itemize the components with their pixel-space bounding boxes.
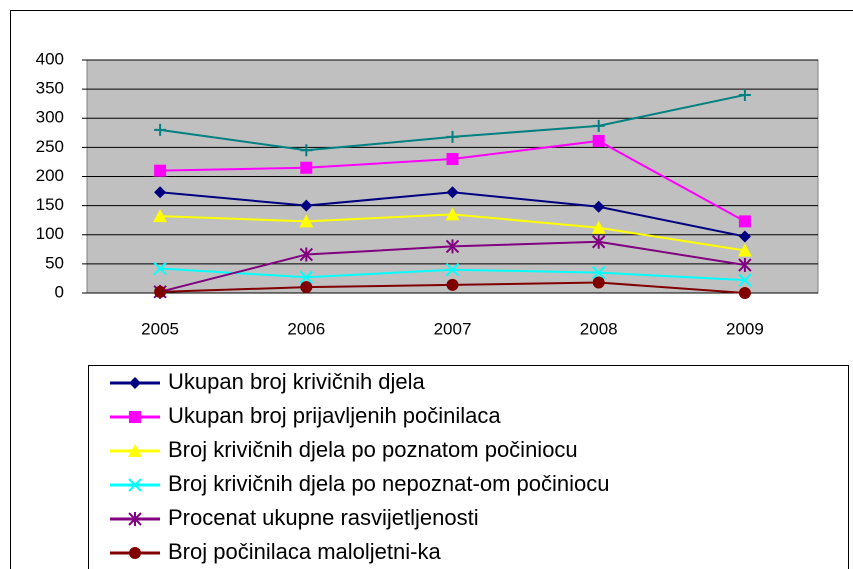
legend-label: Broj počinilaca maloljetni-ka — [168, 539, 441, 564]
marker — [300, 281, 313, 294]
marker — [738, 273, 752, 287]
marker — [445, 262, 460, 277]
legend-label: Broj krivičnih djela po poznatom počinio… — [168, 437, 578, 462]
y-tick-label: 150 — [36, 195, 64, 214]
y-tick-label: 50 — [45, 253, 64, 272]
marker — [445, 239, 460, 254]
marker — [592, 200, 605, 213]
legend-label: Ukupan broj krivičnih djela — [168, 369, 426, 394]
x-tick-label: 2007 — [434, 319, 472, 338]
legend-marker — [129, 411, 141, 423]
marker — [591, 220, 606, 234]
marker — [591, 265, 606, 280]
marker — [592, 276, 605, 289]
marker — [153, 209, 168, 223]
marker — [446, 278, 459, 291]
y-tick-label: 250 — [36, 137, 64, 156]
y-tick-label: 100 — [36, 224, 64, 243]
y-tick-label: 400 — [36, 49, 64, 68]
legend-box — [88, 365, 849, 569]
legend-marker — [128, 444, 142, 457]
marker — [300, 199, 313, 212]
marker — [738, 230, 751, 243]
marker — [446, 186, 459, 199]
marker — [299, 247, 314, 262]
marker — [738, 88, 751, 101]
marker — [299, 214, 314, 228]
legend-label: Broj krivičnih djela po nepoznat-om poči… — [168, 471, 609, 496]
marker — [446, 130, 459, 143]
x-tick-label: 2009 — [726, 319, 764, 338]
x-tick-label: 2005 — [141, 319, 179, 338]
legend-label: Ukupan broj prijavljenih počinilaca — [168, 403, 501, 428]
marker — [154, 123, 167, 136]
marker — [153, 261, 167, 276]
marker — [738, 215, 751, 228]
y-tick-label: 300 — [36, 108, 64, 127]
marker — [592, 134, 605, 147]
marker — [154, 285, 167, 298]
marker — [592, 119, 605, 132]
marker — [737, 243, 752, 257]
marker — [300, 144, 313, 157]
legend-marker — [128, 512, 142, 526]
marker — [738, 287, 751, 299]
marker — [445, 207, 460, 221]
marker — [154, 186, 167, 199]
x-tick-label: 2008 — [580, 319, 618, 338]
legend-label: Procenat ukupne rasvijetljenosti — [168, 505, 479, 530]
y-tick-label: 0 — [55, 282, 64, 301]
legend-marker — [129, 377, 141, 389]
x-tick-label: 2006 — [287, 319, 325, 338]
marker — [446, 153, 459, 166]
marker — [299, 270, 314, 284]
marker — [154, 164, 167, 177]
legend-marker — [128, 478, 142, 492]
y-tick-label: 350 — [36, 79, 64, 98]
marker — [738, 258, 752, 273]
marker — [591, 234, 606, 249]
marker — [300, 161, 313, 174]
legend-marker — [129, 547, 141, 559]
y-tick-label: 200 — [36, 166, 64, 185]
